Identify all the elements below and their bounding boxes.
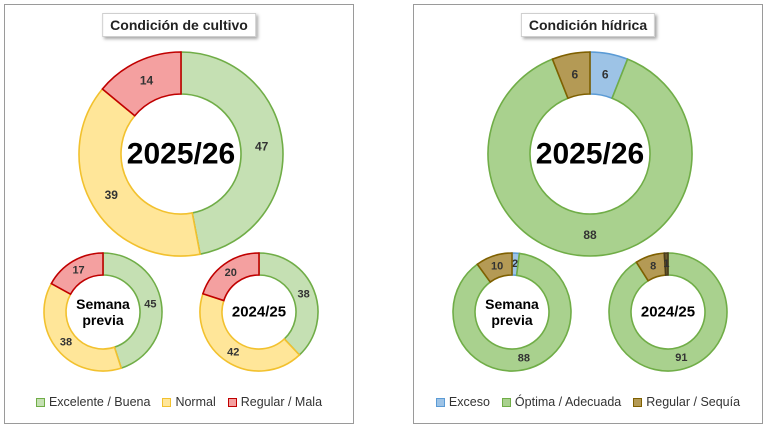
- legend-item-normal: Normal: [162, 395, 216, 409]
- donut-segment: [43, 282, 123, 372]
- data-label: 8: [650, 260, 656, 272]
- data-label: 17: [72, 265, 84, 277]
- water-condition-legend: Exceso Óptima / Adecuada Regular / Sequí…: [414, 395, 762, 409]
- donut-segment: [180, 51, 284, 256]
- legend-label: Normal: [175, 395, 216, 409]
- legend-label: Regular / Sequía: [646, 395, 741, 409]
- donut-segment: [487, 58, 693, 257]
- legend-swatch: [633, 397, 643, 407]
- data-label: 14: [140, 74, 154, 88]
- donut-2024-25: 38 42 20 2024/25: [199, 252, 319, 372]
- data-label: 2: [512, 258, 518, 270]
- legend-item-exceso: Exceso: [435, 395, 490, 409]
- data-label: 1: [663, 258, 669, 270]
- data-label: 20: [225, 267, 237, 279]
- water-condition-title: Condición hídrica: [520, 13, 656, 37]
- donut-segment: [551, 51, 591, 100]
- donut-center-label: Semana: [76, 296, 130, 312]
- donut-segment: [452, 252, 572, 372]
- data-label: 38: [298, 288, 310, 300]
- donut-segment: [102, 252, 163, 370]
- donut-segment: [50, 252, 104, 296]
- data-label: 6: [602, 67, 609, 81]
- legend-label: Excelente / Buena: [48, 395, 151, 409]
- donut-segment: [258, 252, 319, 357]
- crop-condition-panel: Condición de cultivo 47 39 14 2025/26 45 38 17…: [4, 4, 354, 424]
- legend-swatch: [227, 397, 237, 407]
- donut-2025-26: 6 88 6 2025/26: [487, 51, 693, 257]
- legend-swatch: [35, 397, 45, 407]
- donut-2025-26: 47 39 14 2025/26: [78, 51, 284, 257]
- donut-segment: [199, 292, 301, 372]
- legend-label: Exceso: [448, 395, 490, 409]
- legend-item-regular-mala: Regular / Mala: [227, 395, 323, 409]
- donut-segment: [201, 252, 260, 302]
- crop-condition-legend: Excelente / Buena Normal Regular / Mala: [5, 395, 353, 409]
- donut-center-label: 2024/25: [232, 304, 286, 321]
- data-label: 10: [491, 260, 503, 272]
- legend-label: Regular / Mala: [240, 395, 323, 409]
- legend-item-excelente-buena: Excelente / Buena: [35, 395, 151, 409]
- donut-segment: [476, 252, 513, 284]
- data-label: 45: [144, 298, 156, 310]
- legend-item-optima-adecuada: Óptima / Adecuada: [501, 395, 622, 409]
- data-label: 88: [583, 228, 597, 242]
- donut-segment: [101, 51, 182, 117]
- data-label: 91: [675, 352, 687, 364]
- legend-swatch: [501, 397, 511, 407]
- donut-segment: [78, 87, 202, 257]
- donut-center-label: 2025/26: [536, 138, 644, 171]
- data-label: 39: [105, 188, 119, 202]
- crop-condition-title: Condición de cultivo: [102, 13, 256, 37]
- donut-2024-25: 91 8 1 2024/25: [608, 252, 728, 372]
- legend-swatch: [435, 397, 445, 407]
- data-label: 38: [60, 337, 72, 349]
- donut-segment: [608, 252, 728, 372]
- data-label: 47: [255, 139, 269, 153]
- data-label: 88: [518, 352, 530, 364]
- legend-label: Óptima / Adecuada: [514, 395, 622, 409]
- data-label: 42: [227, 347, 239, 359]
- legend-swatch: [162, 397, 172, 407]
- legend-item-regular-sequia: Regular / Sequía: [633, 395, 740, 409]
- donut-center-label: 2024/25: [641, 304, 695, 321]
- donut-center-label: 2025/26: [127, 138, 235, 171]
- donut-center-label: previa: [82, 312, 123, 328]
- donut-segment: [663, 252, 669, 276]
- data-label: 6: [571, 67, 578, 81]
- water-condition-panel: Condición hídrica 6 88 6 2025/26 2 88 10 Semana…: [413, 4, 763, 424]
- donut-center-label: Semana: [485, 296, 539, 312]
- donut-center-label: previa: [491, 312, 532, 328]
